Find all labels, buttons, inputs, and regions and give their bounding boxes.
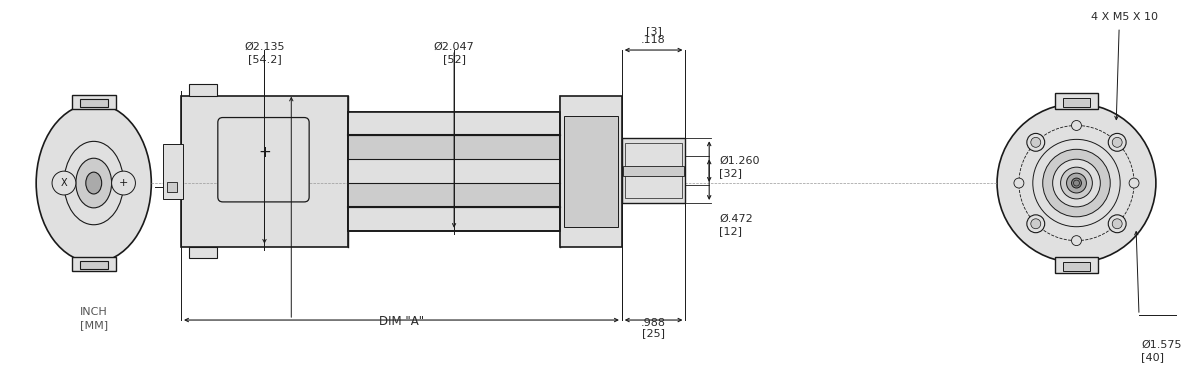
Bar — [72, 95, 115, 109]
Bar — [167, 182, 178, 192]
Bar — [349, 183, 559, 207]
Ellipse shape — [1014, 178, 1024, 188]
Bar — [163, 144, 184, 199]
Ellipse shape — [1067, 173, 1086, 193]
Ellipse shape — [1033, 139, 1120, 227]
Text: .988: .988 — [641, 318, 666, 328]
Ellipse shape — [1027, 215, 1045, 233]
Bar — [1062, 263, 1091, 271]
Bar — [80, 262, 108, 269]
Ellipse shape — [1129, 178, 1139, 188]
Bar — [1062, 98, 1091, 106]
Ellipse shape — [1027, 133, 1045, 151]
Ellipse shape — [1031, 137, 1040, 147]
Ellipse shape — [1052, 159, 1100, 207]
Ellipse shape — [1072, 178, 1081, 188]
Text: .118: .118 — [641, 35, 666, 45]
Bar — [72, 257, 115, 271]
Text: Ø2.047
[52]: Ø2.047 [52] — [433, 42, 474, 64]
Bar — [348, 111, 560, 231]
Bar — [622, 138, 685, 203]
Bar — [349, 136, 559, 159]
Ellipse shape — [52, 171, 76, 195]
Ellipse shape — [1072, 121, 1081, 130]
Text: Ø1.260
[32]: Ø1.260 [32] — [719, 155, 760, 178]
FancyBboxPatch shape — [218, 117, 310, 202]
Text: [25]: [25] — [642, 328, 665, 338]
Ellipse shape — [1043, 149, 1110, 217]
Ellipse shape — [1112, 137, 1122, 147]
Ellipse shape — [112, 171, 136, 195]
Ellipse shape — [76, 158, 112, 208]
Ellipse shape — [1109, 133, 1126, 151]
Text: X: X — [61, 178, 67, 188]
Ellipse shape — [1031, 219, 1040, 229]
Ellipse shape — [997, 103, 1156, 263]
Ellipse shape — [1074, 180, 1080, 186]
Text: Ø.472
[12]: Ø.472 [12] — [719, 214, 752, 236]
Ellipse shape — [36, 103, 151, 263]
Text: Ø1.575
[40]: Ø1.575 [40] — [1141, 340, 1182, 362]
Ellipse shape — [1072, 236, 1081, 246]
Text: [3]: [3] — [646, 26, 661, 36]
Text: 4 X M5 X 10: 4 X M5 X 10 — [1091, 12, 1158, 22]
Bar — [80, 99, 108, 106]
Ellipse shape — [1112, 219, 1122, 229]
Bar — [349, 112, 559, 135]
Bar — [349, 207, 559, 230]
Text: INCH
[MM]: INCH [MM] — [79, 307, 108, 330]
Bar — [564, 116, 618, 227]
Bar — [1055, 93, 1098, 109]
Bar — [625, 143, 683, 198]
Bar — [349, 160, 559, 183]
Bar — [348, 111, 560, 231]
Text: DIM "A": DIM "A" — [379, 315, 424, 328]
Text: Ø2.135
[54.2]: Ø2.135 [54.2] — [245, 42, 284, 64]
Text: +: + — [119, 178, 128, 188]
Ellipse shape — [64, 141, 124, 225]
Bar — [181, 96, 348, 247]
Ellipse shape — [1061, 167, 1092, 199]
Ellipse shape — [85, 172, 102, 194]
Bar — [1055, 257, 1098, 273]
Text: +: + — [258, 145, 271, 160]
Bar — [623, 166, 684, 176]
Bar — [190, 84, 217, 96]
Bar — [560, 96, 622, 247]
Ellipse shape — [1109, 215, 1126, 233]
Bar — [190, 247, 217, 258]
